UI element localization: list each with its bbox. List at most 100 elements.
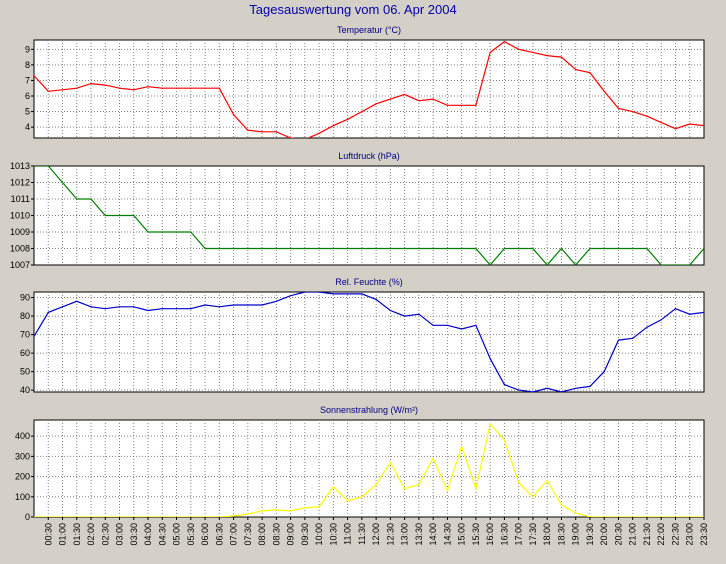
- data-point: [461, 104, 463, 106]
- x-tick-label: 03:00: [115, 523, 125, 546]
- data-point: [389, 309, 391, 312]
- data-point: [133, 89, 135, 91]
- x-tick-label: 22:00: [656, 523, 666, 546]
- y-tick-label: 40: [20, 385, 30, 395]
- data-point: [418, 247, 420, 250]
- data-point: [161, 87, 163, 89]
- x-tick-label: 05:30: [186, 523, 196, 546]
- data-point: [546, 480, 548, 482]
- data-point: [660, 121, 662, 124]
- data-point: [318, 506, 320, 508]
- x-tick-label: 11:00: [343, 523, 353, 545]
- data-point: [275, 509, 277, 511]
- data-point: [261, 510, 263, 512]
- chart-panel-4: Sonnenstrahlung (W/m²) 0 100 200 300 400: [15, 405, 705, 522]
- data-point: [147, 86, 149, 88]
- data-point: [347, 118, 349, 120]
- data-point: [261, 304, 263, 306]
- x-tick-label: 22:30: [670, 523, 680, 546]
- data-point: [546, 54, 548, 57]
- x-tick-label: 14:00: [428, 523, 438, 546]
- y-tick-label: 400: [15, 431, 30, 441]
- data-point: [404, 315, 406, 317]
- y-tick-label: 100: [15, 492, 30, 502]
- y-tick-label: 60: [20, 348, 30, 358]
- x-tick-label: 08:30: [271, 523, 281, 546]
- plot-area: [33, 39, 705, 139]
- data-point: [518, 389, 520, 391]
- data-point: [118, 87, 121, 89]
- data-point: [546, 264, 548, 265]
- y-tick-label: 7: [25, 75, 30, 85]
- x-tick-label: 03:30: [129, 523, 139, 546]
- x-tick-label: 06:30: [214, 523, 224, 546]
- x-tick-label: 23:00: [685, 523, 695, 546]
- data-point: [47, 516, 49, 517]
- data-point: [104, 308, 106, 310]
- data-point: [361, 110, 363, 113]
- data-point: [617, 107, 620, 110]
- x-tick-label: 12:00: [371, 523, 381, 546]
- data-point: [389, 247, 391, 250]
- data-point: [674, 264, 677, 265]
- data-point: [689, 123, 691, 125]
- data-point: [632, 110, 634, 113]
- data-point: [90, 82, 92, 85]
- y-tick-label: 300: [15, 451, 30, 461]
- data-point: [575, 512, 577, 514]
- data-point: [190, 516, 192, 517]
- y-tick-label: 1007: [10, 260, 30, 270]
- data-point: [703, 311, 704, 313]
- data-point: [76, 198, 78, 200]
- data-point: [275, 131, 277, 133]
- data-point: [61, 181, 64, 184]
- data-point: [347, 293, 349, 295]
- data-point: [90, 306, 92, 308]
- data-point: [332, 293, 334, 295]
- data-point: [503, 439, 506, 441]
- data-point: [332, 247, 334, 250]
- data-point: [418, 313, 420, 315]
- data-point: [175, 87, 178, 89]
- data-point: [461, 445, 463, 447]
- data-point: [389, 461, 391, 464]
- data-point: [475, 247, 477, 250]
- data-point: [461, 328, 463, 330]
- series-line: [34, 40, 704, 138]
- data-point: [304, 507, 306, 509]
- data-point: [532, 247, 534, 250]
- x-tick-label: 00:30: [43, 523, 53, 546]
- data-point: [546, 387, 548, 389]
- data-point: [575, 68, 577, 71]
- data-point: [589, 247, 591, 250]
- y-tick-label: 70: [20, 330, 30, 340]
- data-point: [389, 98, 391, 100]
- time-axis: 00:30 01:00 01:30 02:00 02:30 03:00 03:30 04:00…: [43, 517, 709, 546]
- data-point: [475, 324, 477, 326]
- data-point: [575, 264, 577, 265]
- data-point: [432, 98, 434, 100]
- data-point: [289, 295, 292, 297]
- data-point: [61, 306, 64, 308]
- data-point: [175, 231, 178, 233]
- data-point: [603, 247, 605, 250]
- data-point: [503, 247, 506, 250]
- data-point: [461, 247, 463, 250]
- data-point: [617, 516, 620, 517]
- data-point: [318, 132, 320, 134]
- data-point: [617, 339, 620, 341]
- data-point: [361, 293, 363, 295]
- data-point: [190, 87, 192, 89]
- data-point: [161, 231, 163, 233]
- x-tick-label: 17:30: [528, 523, 538, 546]
- data-point: [489, 264, 491, 265]
- data-point: [34, 166, 35, 167]
- data-point: [76, 87, 78, 89]
- data-point: [632, 516, 634, 517]
- y-tick-label: 9: [25, 44, 30, 54]
- data-point: [34, 75, 35, 77]
- data-point: [646, 326, 648, 328]
- x-tick-label: 14:30: [442, 523, 452, 546]
- data-point: [674, 128, 677, 130]
- x-tick-label: 15:00: [457, 523, 467, 546]
